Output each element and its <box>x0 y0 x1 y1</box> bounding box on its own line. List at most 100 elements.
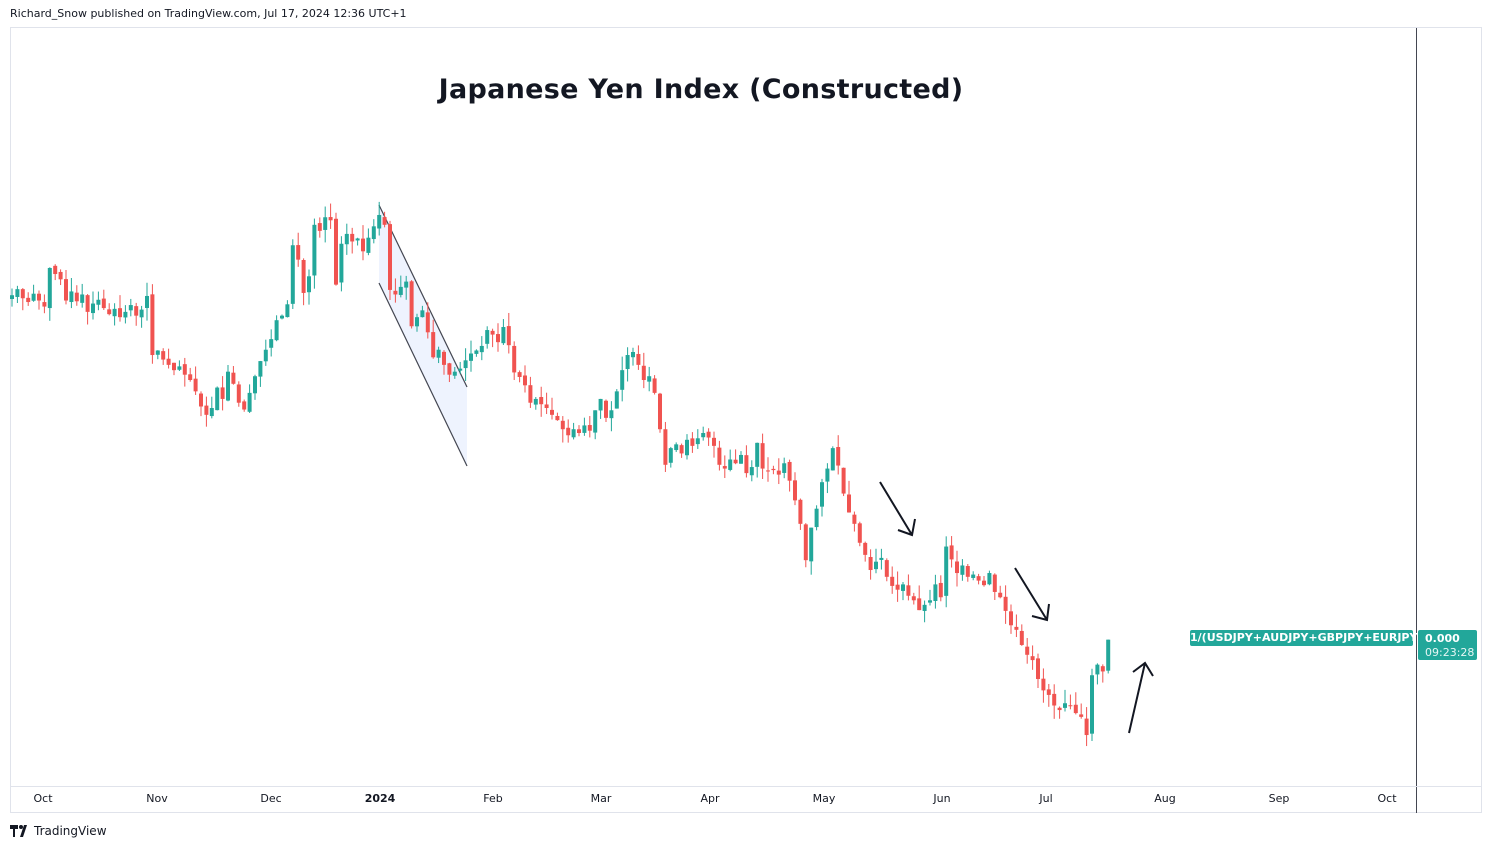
candle-body <box>47 267 52 309</box>
tradingview-logo[interactable]: TradingView <box>10 824 107 838</box>
candle-body <box>15 289 20 297</box>
candle-body <box>836 447 841 466</box>
candle-body <box>236 384 241 403</box>
candle-body <box>247 392 252 412</box>
candle-body <box>1068 705 1073 707</box>
candle-body <box>42 302 47 307</box>
candle-body <box>625 355 630 370</box>
candle-body <box>863 542 868 555</box>
candle-body <box>620 370 625 390</box>
channel-fill <box>379 205 467 466</box>
candle-body <box>955 561 959 574</box>
candle-body <box>490 330 495 335</box>
candle-body <box>852 514 857 524</box>
candle-body <box>533 398 538 405</box>
candle-body <box>285 304 290 318</box>
candle-body <box>841 467 846 494</box>
candle-body <box>420 310 425 318</box>
candle-body <box>830 448 835 471</box>
candle-body <box>355 238 360 241</box>
tradingview-logo-icon <box>10 825 27 837</box>
candle-body <box>652 378 657 393</box>
candle-body <box>1100 666 1105 672</box>
candle-body <box>992 574 997 592</box>
candle-body <box>577 429 581 433</box>
candle-body <box>917 598 922 611</box>
candle-body <box>290 245 295 304</box>
candle-body <box>874 561 878 570</box>
candle-body <box>1052 693 1057 706</box>
candle-body <box>895 584 900 590</box>
candle-body <box>809 527 814 562</box>
candle-body <box>798 499 803 524</box>
candle-body <box>398 286 403 295</box>
candle-body <box>436 349 441 358</box>
candle-body <box>544 404 549 409</box>
candle-body <box>274 320 279 341</box>
candle-body <box>712 437 716 446</box>
candle-body <box>987 573 992 585</box>
candle-body <box>641 365 646 381</box>
candle-body <box>911 596 916 601</box>
candle-body <box>1057 707 1062 711</box>
candle-body <box>971 574 976 578</box>
x-tick-label: Oct <box>33 792 53 805</box>
candle-body <box>85 295 90 312</box>
candle-body <box>1009 611 1013 626</box>
candle-body <box>226 371 230 401</box>
candle-body <box>458 368 463 371</box>
candle-body <box>701 432 706 438</box>
candle-body <box>749 467 754 476</box>
candle-body <box>523 375 527 386</box>
candle-body <box>1063 703 1067 708</box>
candle-body <box>317 223 322 231</box>
candle-body <box>890 576 895 586</box>
candle-body <box>388 224 392 290</box>
candle-body <box>74 292 79 302</box>
candle-body <box>263 349 268 362</box>
candle-body <box>1030 656 1035 661</box>
candle-body <box>1019 630 1024 645</box>
candle-body <box>679 445 684 454</box>
candle-body <box>528 385 533 403</box>
candle-body <box>868 557 873 571</box>
candle-body <box>1084 718 1089 736</box>
candle-body <box>107 309 112 315</box>
candle-body <box>587 425 592 431</box>
candle-body <box>1003 596 1008 611</box>
candle-body <box>506 326 511 346</box>
candle-body <box>366 237 371 253</box>
bar-countdown: 09:23:28 <box>1425 646 1475 659</box>
candle-body <box>949 545 954 560</box>
candle-body <box>636 353 641 365</box>
candle-body <box>177 366 182 370</box>
candle-body <box>793 480 797 501</box>
candle-body <box>539 397 544 405</box>
candle-body <box>258 361 263 377</box>
x-tick-label: Jun <box>933 792 951 805</box>
candle-body <box>231 372 236 384</box>
candle-body <box>204 405 209 415</box>
candle-body <box>1079 714 1084 717</box>
candle-body <box>26 297 31 303</box>
candle-body <box>193 378 198 392</box>
candle-body <box>598 398 603 411</box>
candle-body <box>350 233 355 242</box>
candle-body <box>312 224 317 276</box>
candle-body <box>334 218 338 285</box>
x-tick-label: Nov <box>146 792 168 805</box>
candle-body <box>128 305 133 311</box>
candle-body <box>1073 704 1078 714</box>
candle-body <box>145 295 149 308</box>
candle-body <box>733 459 738 464</box>
candle-body <box>469 353 473 361</box>
down-arrow-1 <box>879 481 916 537</box>
candle-body <box>96 299 101 305</box>
publisher-caption: Richard_Snow published on TradingView.co… <box>10 7 407 20</box>
candle-body <box>825 468 830 482</box>
candle-body <box>280 315 284 319</box>
candle-body <box>1106 639 1111 671</box>
candle-body <box>307 276 311 293</box>
candle-body <box>776 470 781 475</box>
